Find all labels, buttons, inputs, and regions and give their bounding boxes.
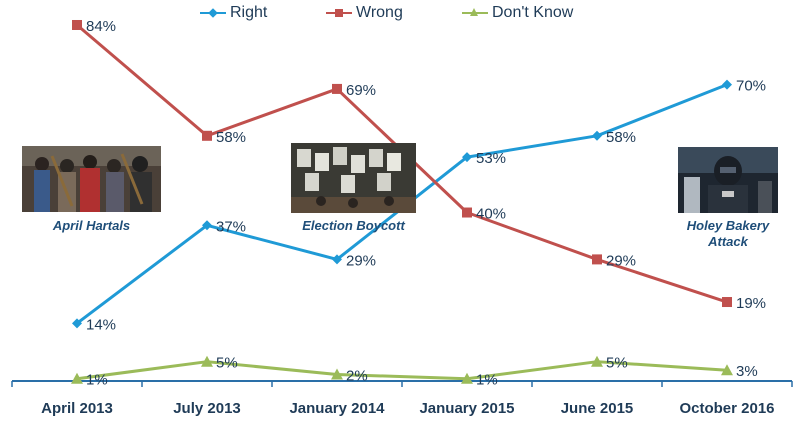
x-tick-label: January 2014 (289, 400, 385, 417)
armed-police-photo (678, 147, 778, 213)
data-point-diamond (592, 130, 602, 141)
data-point-diamond (462, 152, 472, 163)
data-label: 5% (606, 355, 628, 372)
legend-item-wrong: Wrong (326, 4, 403, 22)
square-marker-icon (326, 7, 352, 19)
protest-crowd-photo (22, 146, 161, 212)
data-label: 37% (216, 218, 246, 235)
triangle-marker-icon (462, 7, 488, 19)
data-point-triangle (71, 372, 83, 384)
data-label: 70% (736, 78, 766, 95)
data-point-square (332, 83, 342, 94)
x-tick-label: October 2016 (679, 400, 774, 417)
data-label: 1% (476, 372, 498, 389)
annotation-election-boycott: Election Boycott (302, 218, 405, 233)
data-point-diamond (202, 220, 212, 231)
data-label: 19% (736, 295, 766, 312)
data-label: 58% (606, 129, 636, 146)
x-tick-label: April 2013 (41, 400, 113, 417)
data-label: 3% (736, 363, 758, 380)
data-point-square (592, 254, 602, 265)
data-point-diamond (72, 318, 82, 329)
x-tick-label: January 2015 (419, 400, 514, 417)
data-label: 2% (346, 367, 368, 384)
annotation-april-hartals: April Hartals (52, 218, 131, 233)
data-point-diamond (332, 254, 342, 265)
legend-item-dont-know: Don't Know (462, 4, 573, 22)
data-point-triangle (201, 355, 213, 367)
data-point-triangle (461, 372, 473, 384)
data-point-triangle (721, 364, 733, 376)
data-label: 58% (216, 129, 246, 146)
legend-item-right: Right (200, 4, 267, 22)
data-label: 40% (476, 206, 506, 223)
election-posters-photo (291, 143, 416, 213)
data-label: 84% (86, 18, 116, 35)
data-point-square (462, 207, 472, 218)
legend-label-wrong: Wrong (356, 4, 403, 21)
data-point-triangle (331, 368, 343, 380)
legend-label-right: Right (230, 4, 268, 21)
legend: Right Wrong Don't Know (0, 4, 800, 26)
data-point-square (202, 130, 212, 141)
x-tick-label: July 2013 (173, 400, 241, 417)
legend-label-dont-know: Don't Know (492, 4, 574, 21)
data-point-triangle (591, 355, 603, 367)
data-label: 69% (346, 82, 376, 99)
diamond-marker-icon (200, 7, 226, 19)
annotation-holey-bakery-attack: Holey Bakery Attack (686, 218, 770, 249)
data-label: 5% (216, 355, 238, 372)
data-point-square (722, 297, 732, 308)
data-label: 29% (606, 252, 636, 269)
x-axis: April 2013 July 2013 January 2014 January 2… (11, 380, 793, 417)
x-tick-label: June 2015 (561, 400, 634, 417)
data-point-square (72, 19, 82, 30)
series-line-don-t-know (76, 360, 728, 381)
data-label: 1% (86, 372, 108, 389)
data-labels: 14% 37% 29% 53% 58% 70% 84% 58% 69% 40% 29% 19% 1% 5%… (86, 18, 766, 389)
data-point-diamond (722, 79, 732, 90)
data-label: 53% (476, 150, 506, 167)
data-label: 14% (86, 316, 116, 333)
data-label: 29% (346, 252, 376, 269)
